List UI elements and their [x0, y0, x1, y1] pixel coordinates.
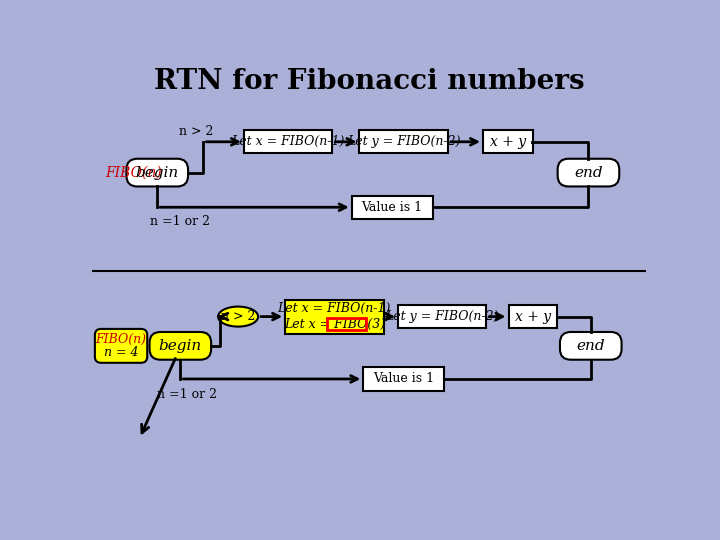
Text: Let x = FIBO(n-1): Let x = FIBO(n-1) [278, 302, 391, 315]
FancyBboxPatch shape [359, 130, 448, 153]
FancyBboxPatch shape [509, 305, 557, 328]
Text: Let y = FIBO(n-2): Let y = FIBO(n-2) [385, 310, 499, 323]
Text: Let x = FIBO(n-1): Let x = FIBO(n-1) [231, 136, 345, 148]
FancyBboxPatch shape [560, 332, 621, 360]
FancyBboxPatch shape [482, 130, 533, 153]
FancyBboxPatch shape [285, 300, 384, 334]
Text: Let y = FIBO(n-2): Let y = FIBO(n-2) [347, 136, 460, 148]
FancyBboxPatch shape [351, 195, 433, 219]
Text: Value is 1: Value is 1 [361, 201, 423, 214]
Text: end: end [577, 339, 605, 353]
FancyBboxPatch shape [398, 305, 487, 328]
Text: n > 2: n > 2 [221, 310, 256, 323]
FancyBboxPatch shape [363, 367, 444, 390]
FancyBboxPatch shape [150, 332, 211, 360]
Text: begin: begin [158, 339, 202, 353]
Text: Value is 1: Value is 1 [373, 373, 434, 386]
Text: x + y: x + y [490, 135, 526, 149]
Text: begin: begin [135, 166, 179, 180]
Text: Let x = FIBO(3): Let x = FIBO(3) [284, 318, 385, 331]
Text: FIBO(n): FIBO(n) [106, 166, 162, 180]
Text: n =1 or 2: n =1 or 2 [150, 214, 210, 228]
Text: n = 4: n = 4 [104, 346, 138, 359]
Text: FIBO(n): FIBO(n) [96, 333, 147, 346]
Text: RTN for Fibonacci numbers: RTN for Fibonacci numbers [153, 68, 585, 95]
Text: n =1 or 2: n =1 or 2 [157, 388, 217, 401]
FancyBboxPatch shape [127, 159, 188, 186]
Text: end: end [574, 166, 603, 180]
Text: n > 2: n > 2 [179, 125, 213, 138]
FancyBboxPatch shape [95, 329, 148, 363]
FancyBboxPatch shape [244, 130, 333, 153]
Text: x + y: x + y [515, 309, 551, 323]
Ellipse shape [218, 307, 258, 327]
FancyBboxPatch shape [558, 159, 619, 186]
